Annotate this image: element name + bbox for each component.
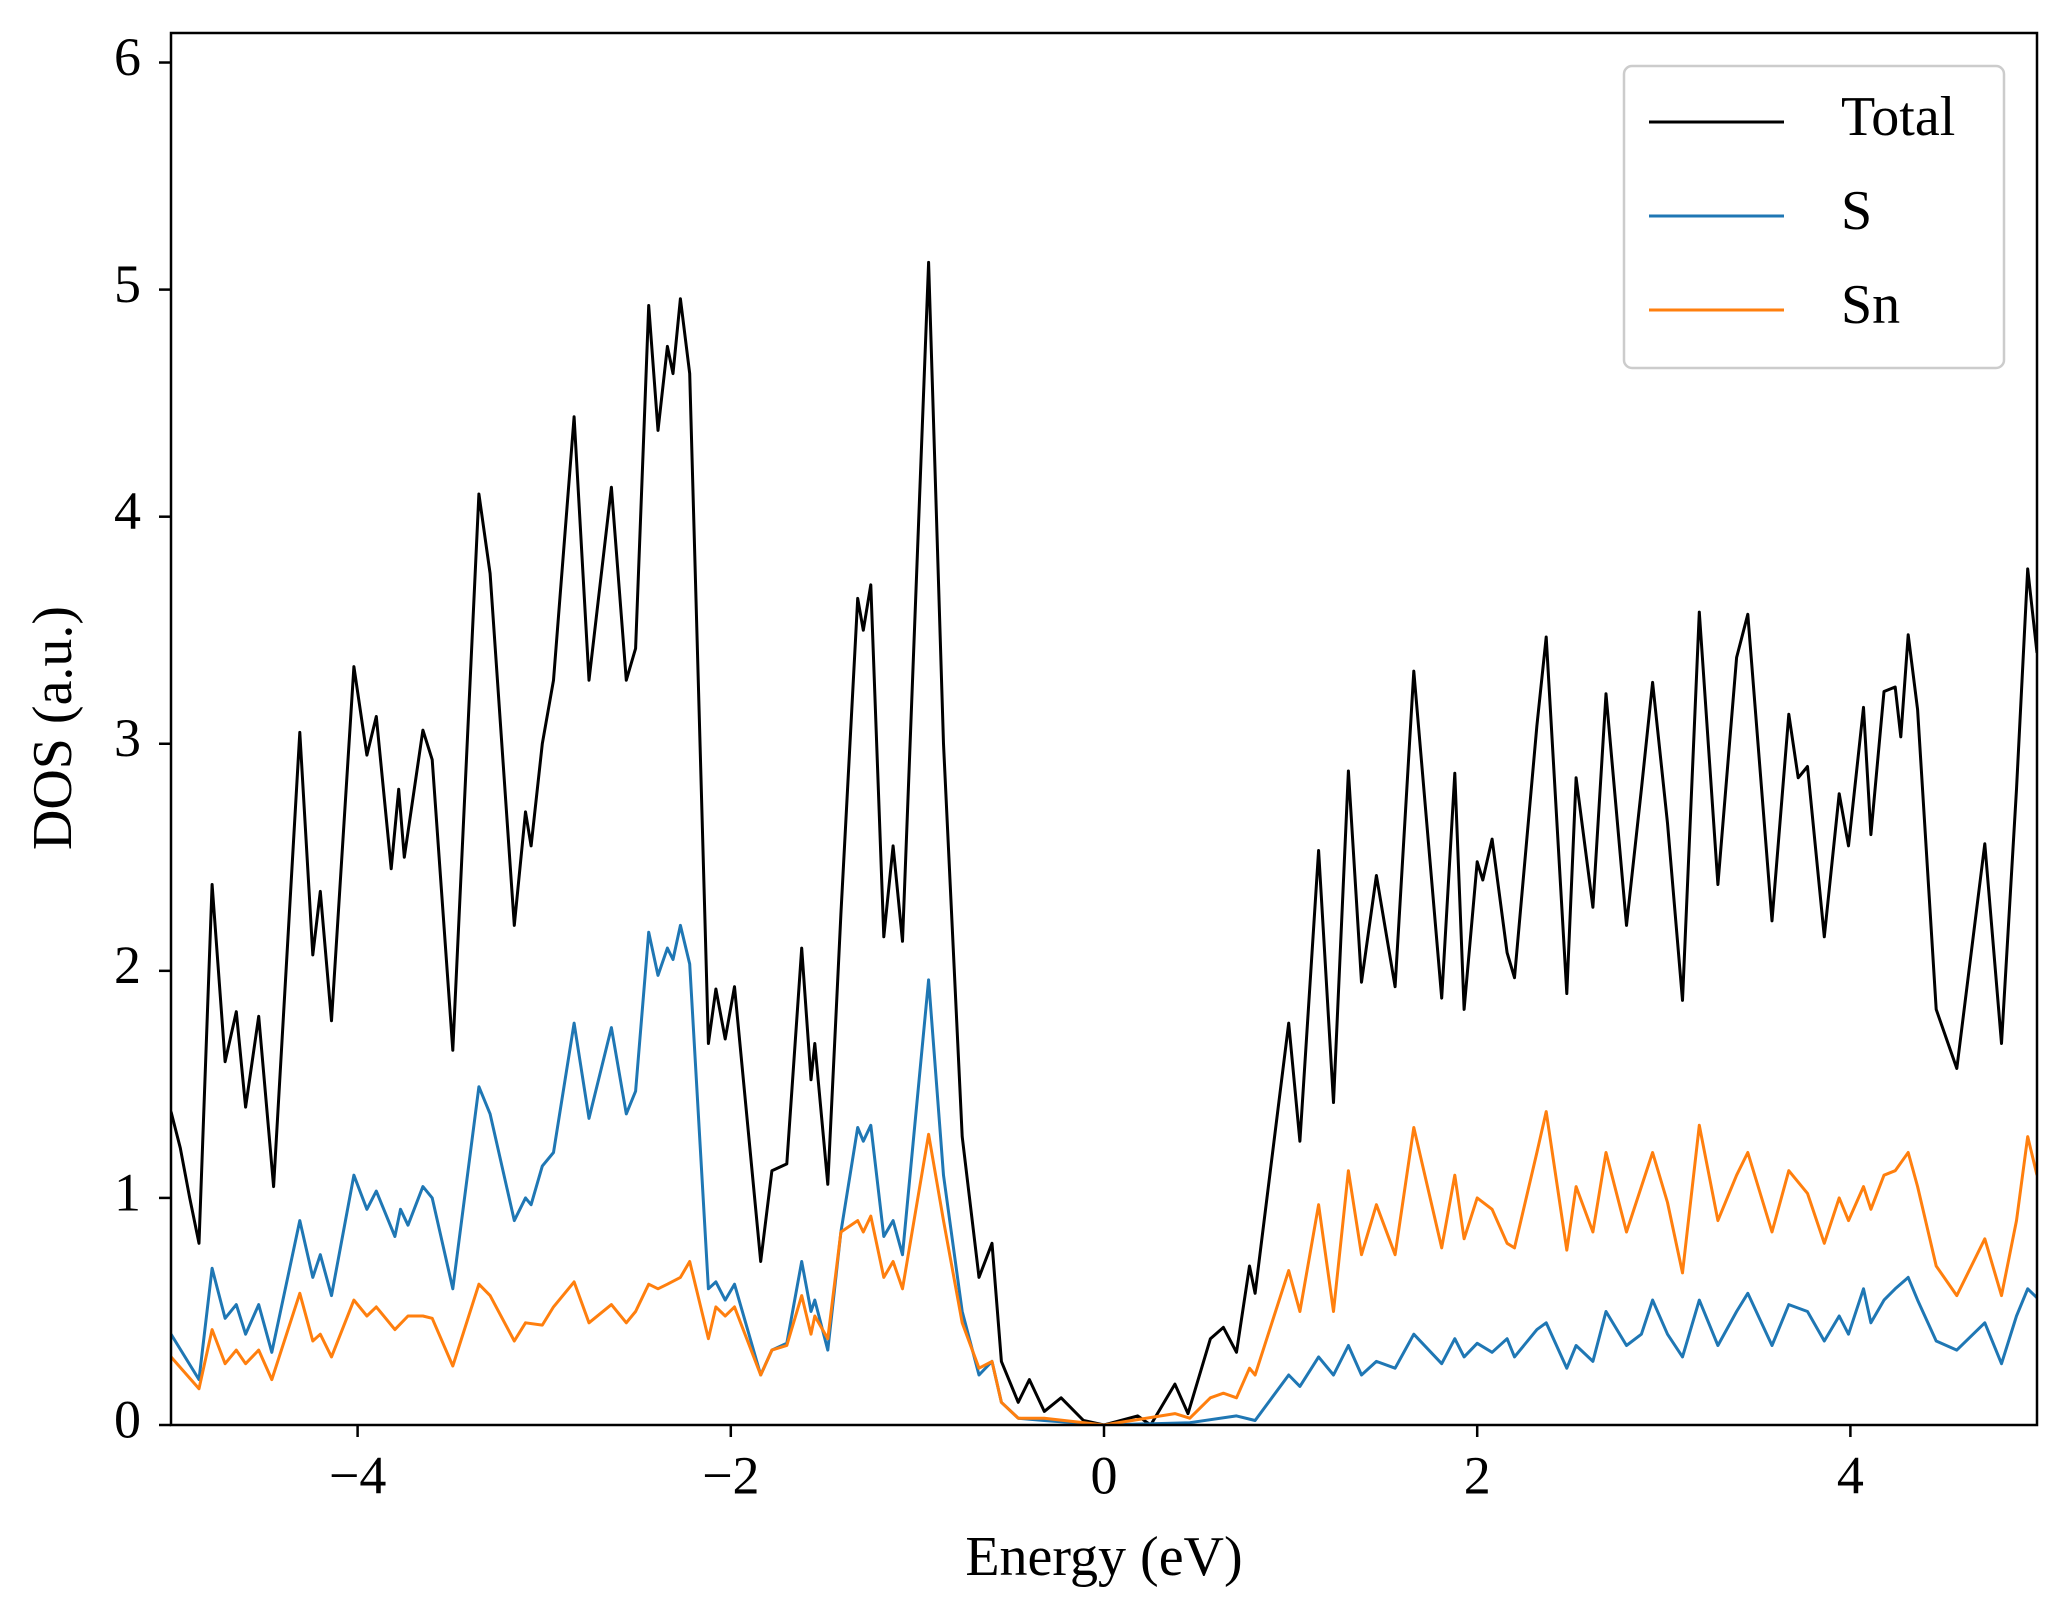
y-tick-label: 3 [114,708,141,768]
x-axis-label: Energy (eV) [965,1526,1242,1588]
series-line [171,260,2037,1425]
x-tick-label: −4 [329,1445,386,1505]
legend-label: Sn [1841,274,1900,336]
y-axis-label: DOS (a.u.) [22,606,84,850]
legend-box [1622,64,2006,370]
series-line [171,923,2037,1425]
y-tick-label: 5 [114,254,141,314]
y-tick-label: 4 [114,481,141,541]
y-tick-label: 0 [114,1389,141,1449]
x-tick-label: 2 [1464,1445,1491,1505]
y-tick-label: 6 [114,27,141,87]
x-tick-label: 0 [1091,1445,1118,1505]
legend-label: Total [1841,86,1955,148]
legend: Total S Sn [1622,64,2006,370]
legend-label: S [1841,180,1872,242]
x-tick-label: −2 [702,1445,759,1505]
y-tick-label: 1 [114,1162,141,1222]
series-line [171,1110,2037,1425]
x-tick-label: 4 [1837,1445,1864,1505]
y-tick-label: 2 [114,935,141,995]
